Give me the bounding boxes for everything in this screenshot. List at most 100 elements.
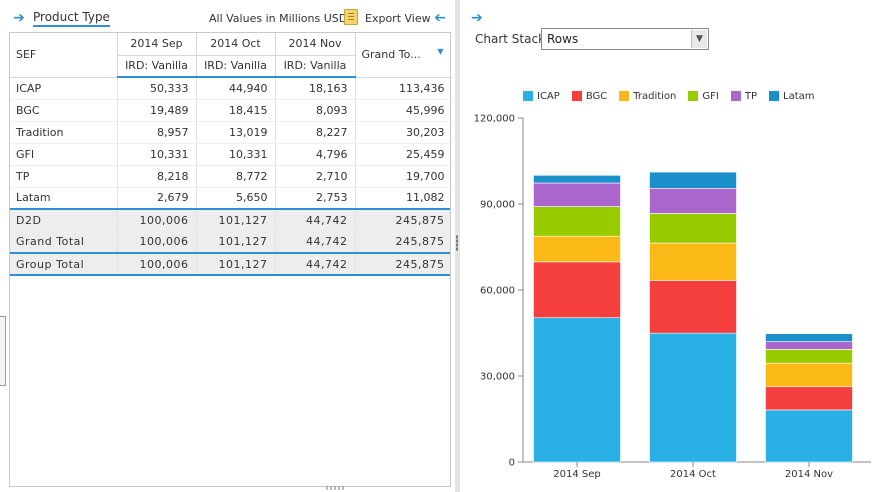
table-row[interactable]: GFI 10,331 10,331 4,796 25,459 (10, 143, 450, 166)
column-header-period[interactable]: 2014 Oct (196, 33, 276, 56)
cell-value: 44,742 (275, 208, 356, 232)
cell-value: 5,650 (196, 187, 276, 210)
cell-value: 4,796 (275, 143, 356, 166)
y-tick-label: 60,000 (480, 286, 515, 297)
bar-segment[interactable] (765, 349, 853, 364)
cell-value: 50,333 (117, 77, 197, 100)
legend-label: GFI (702, 90, 719, 102)
cell-value: 10,331 (196, 143, 276, 166)
bar-segment[interactable] (765, 341, 853, 350)
collapse-arrow-icon[interactable]: ➔ (434, 10, 446, 26)
grand-total-header[interactable]: Grand To... ▼ (355, 33, 450, 78)
pivot-table: SEF 2014 Sep 2014 Oct 2014 Nov Grand To.… (10, 33, 450, 276)
cell-value: 100,006 (117, 208, 197, 232)
y-tick-label: 0 (509, 458, 515, 469)
cell-value: 245,875 (355, 231, 450, 254)
bar-segment[interactable] (533, 235, 621, 263)
bar-segment[interactable] (533, 175, 621, 184)
cell-value: 100,006 (117, 252, 197, 276)
legend-label: Tradition (633, 90, 677, 102)
cell-value: 19,700 (355, 165, 450, 188)
bottom-resize-grip[interactable] (325, 486, 345, 490)
row-label: GFI (10, 143, 118, 166)
bar-segment[interactable] (533, 206, 621, 237)
bar-segment[interactable] (765, 362, 853, 388)
export-view-button[interactable]: Export View (365, 12, 431, 25)
subtotal-row[interactable]: D2D 100,006 101,127 44,742 245,875 (10, 208, 450, 232)
cell-value: 113,436 (355, 77, 450, 100)
cell-value: 8,772 (196, 165, 276, 188)
chart-legend: ICAP BGC Tradition GFI TP Latam (523, 89, 815, 103)
legend-item[interactable]: ICAP (523, 89, 560, 103)
cell-value: 45,996 (355, 99, 450, 122)
cell-value: 18,163 (275, 77, 356, 100)
product-type-link[interactable]: Product Type (33, 10, 110, 27)
row-label: D2D (10, 208, 118, 232)
column-header-desk[interactable]: IRD: Vanilla (275, 55, 356, 78)
row-label: Group Total (10, 252, 118, 276)
group-total-row[interactable]: Group Total 100,006 101,127 44,742 245,8… (10, 252, 450, 276)
bar-segment[interactable] (765, 333, 853, 342)
chart-panel: ➔ Chart Stack : Rows ▼ ICAP BGC Tradition G… (461, 0, 883, 492)
y-tick-label: 30,000 (480, 372, 515, 383)
bar-segment[interactable] (533, 182, 621, 207)
bar-segment[interactable] (649, 171, 737, 189)
y-tick-label: 90,000 (480, 200, 515, 211)
legend-item[interactable]: Latam (769, 89, 815, 103)
side-scroll-handle[interactable] (0, 316, 6, 386)
table-row[interactable]: BGC 19,489 18,415 8,093 45,996 (10, 99, 450, 122)
splitter-grip[interactable] (456, 235, 458, 251)
cell-value: 44,742 (275, 252, 356, 276)
table-row[interactable]: Tradition 8,957 13,019 8,227 30,203 (10, 121, 450, 144)
x-tick-label: 2014 Nov (785, 469, 833, 480)
sort-down-icon[interactable]: ▼ (437, 47, 444, 56)
chevron-down-icon[interactable]: ▼ (691, 30, 707, 48)
x-tick-label: 2014 Sep (553, 469, 600, 480)
export-document-icon[interactable] (344, 9, 358, 25)
cell-value: 245,875 (355, 208, 450, 232)
table-row[interactable]: ICAP 50,333 44,940 18,163 113,436 (10, 77, 450, 100)
table-row[interactable]: Latam 2,679 5,650 2,753 11,082 (10, 187, 450, 210)
bar-segment[interactable] (649, 332, 737, 463)
legend-label: TP (744, 90, 757, 102)
legend-item[interactable]: GFI (688, 89, 719, 103)
bar-segment[interactable] (649, 213, 737, 244)
chart-stack-value: Rows (547, 32, 579, 46)
column-header-desk[interactable]: IRD: Vanilla (196, 55, 276, 78)
bar-segment[interactable] (765, 409, 853, 463)
column-header-period[interactable]: 2014 Sep (117, 33, 197, 56)
bar-segment[interactable] (533, 317, 621, 463)
legend-swatch (619, 91, 630, 101)
bar-segment[interactable] (533, 261, 621, 319)
legend-swatch (688, 91, 699, 101)
pivot-grid: SEF 2014 Sep 2014 Oct 2014 Nov Grand To.… (9, 32, 451, 487)
cell-value: 13,019 (196, 121, 276, 144)
bar-segment[interactable] (649, 187, 737, 214)
legend-item[interactable]: TP (730, 89, 757, 103)
cell-value: 30,203 (355, 121, 450, 144)
back-arrow-icon[interactable]: ➔ (13, 10, 25, 26)
legend-label: BGC (585, 90, 608, 102)
bar-segment[interactable] (765, 386, 853, 411)
row-header-sef[interactable]: SEF (10, 33, 118, 78)
cell-value: 245,875 (355, 252, 450, 276)
panel-splitter[interactable] (455, 0, 460, 492)
cell-value: 101,127 (196, 231, 276, 254)
legend-item[interactable]: BGC (571, 89, 608, 103)
bar-segment[interactable] (649, 242, 737, 281)
cell-value: 18,415 (196, 99, 276, 122)
grand-total-header-label: Grand To... (361, 48, 421, 62)
column-header-period[interactable]: 2014 Nov (275, 33, 356, 56)
chart-stack-label: Chart Stack : (475, 32, 553, 46)
legend-item[interactable]: Tradition (619, 89, 676, 103)
table-row[interactable]: TP 8,218 8,772 2,710 19,700 (10, 165, 450, 188)
grand-total-row[interactable]: Grand Total 100,006 101,127 44,742 245,8… (10, 231, 450, 254)
chart-stack-select[interactable]: Rows ▼ (541, 28, 709, 50)
bar-segment[interactable] (649, 280, 737, 334)
legend-swatch (769, 91, 779, 101)
column-header-desk[interactable]: IRD: Vanilla (117, 55, 197, 78)
cell-value: 11,082 (355, 187, 450, 210)
expand-arrow-icon[interactable]: ➔ (471, 10, 483, 26)
stacked-bar-chart: 0 30,000 60,000 90,000 120,000 2014 Sep 2014 O… (474, 114, 871, 480)
cell-value: 8,957 (117, 121, 197, 144)
